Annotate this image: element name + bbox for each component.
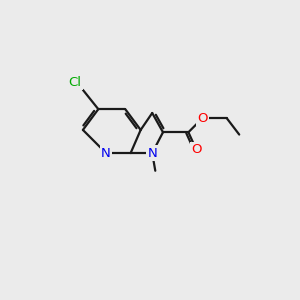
Text: O: O — [197, 112, 208, 125]
Text: N: N — [101, 146, 111, 160]
Text: Cl: Cl — [69, 76, 82, 89]
Text: N: N — [147, 146, 157, 160]
Text: O: O — [191, 143, 201, 156]
